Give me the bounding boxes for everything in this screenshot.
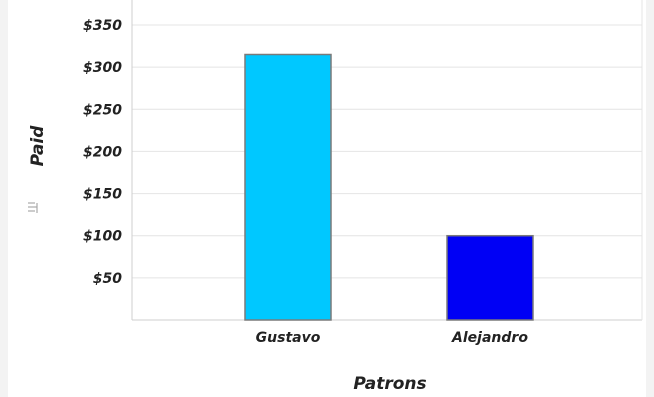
x-tick-label: Gustavo bbox=[256, 330, 321, 346]
axes bbox=[131, 0, 643, 321]
bar-alejandro bbox=[446, 234, 534, 321]
y-tick-label: $200 bbox=[83, 144, 122, 160]
gridlines bbox=[132, 24, 642, 279]
y-tick-label: $100 bbox=[83, 229, 122, 245]
y-tick-label: $300 bbox=[83, 60, 122, 76]
y-tick-label: $150 bbox=[83, 187, 122, 203]
y-tick-label: $50 bbox=[93, 271, 122, 287]
y-tick-label: $350 bbox=[83, 18, 122, 34]
x-tick-label: Alejandro bbox=[451, 330, 528, 346]
bars bbox=[244, 53, 534, 321]
x-axis-title: Patrons bbox=[353, 374, 426, 394]
y-tick-labels: $50 $100 $150 $200 $250 $300 $350 bbox=[83, 18, 122, 287]
y-tick-label: $250 bbox=[83, 102, 122, 118]
bar-gustavo bbox=[244, 53, 332, 321]
x-tick-labels: Gustavo Alejandro bbox=[256, 330, 529, 346]
sort-icon[interactable] bbox=[27, 200, 41, 216]
y-axis-title: Paid bbox=[28, 125, 48, 167]
